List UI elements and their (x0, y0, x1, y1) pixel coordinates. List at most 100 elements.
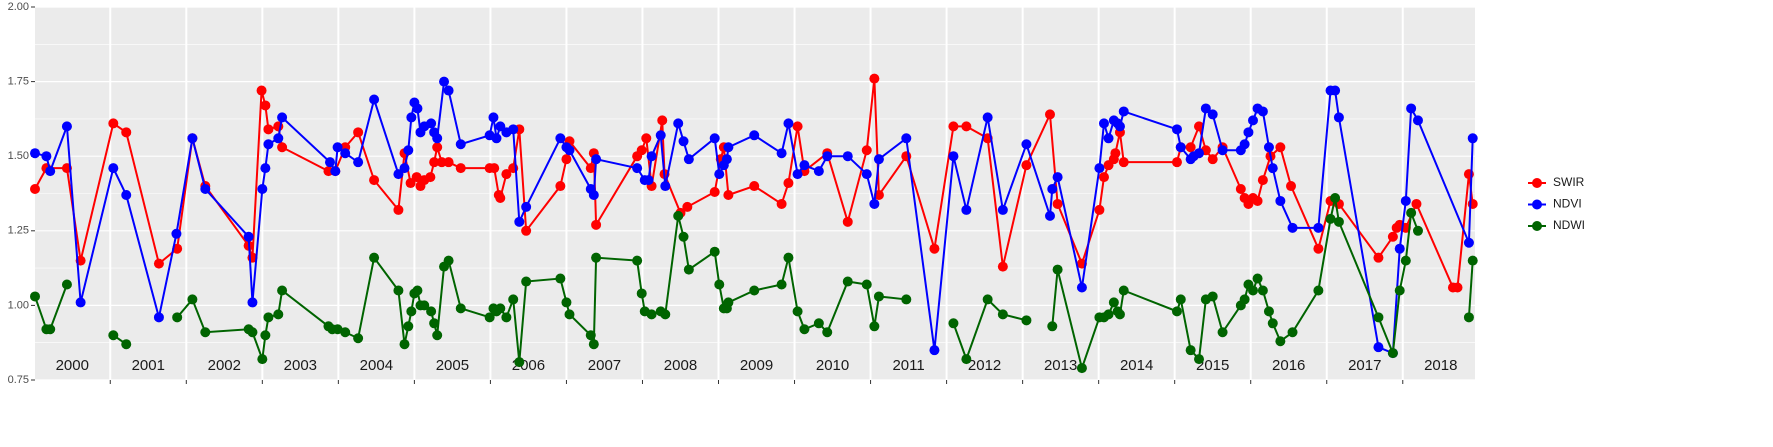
data-point (982, 112, 993, 123)
data-point (369, 175, 380, 186)
data-point (776, 279, 787, 290)
y-tick-label: 0.75 (8, 374, 29, 386)
data-point (588, 339, 599, 350)
data-point (657, 115, 668, 126)
data-point (1171, 157, 1182, 168)
data-point (1110, 148, 1121, 159)
data-point (1257, 175, 1268, 186)
data-point (997, 204, 1008, 215)
data-point (419, 300, 430, 311)
data-point (683, 154, 694, 165)
data-point (1094, 163, 1105, 174)
data-point (636, 145, 647, 156)
data-point (41, 151, 52, 162)
data-point (1114, 309, 1125, 320)
data-point (1247, 285, 1258, 296)
data-point (353, 127, 364, 138)
data-point (1257, 285, 1268, 296)
data-point (121, 189, 132, 200)
year-label: 2010 (816, 357, 849, 374)
data-point (673, 118, 684, 129)
data-point (30, 291, 40, 302)
data-point (1114, 121, 1125, 132)
data-point (61, 279, 72, 290)
data-point (1387, 231, 1398, 242)
data-point (256, 85, 267, 96)
data-point (432, 142, 443, 153)
data-point (353, 333, 364, 344)
data-point (1330, 192, 1341, 203)
data-point (411, 172, 422, 183)
legend-marker (1532, 221, 1542, 231)
data-point (426, 306, 437, 317)
data-point (561, 297, 572, 308)
data-point (1412, 115, 1423, 126)
data-point (501, 169, 512, 180)
data-point (1394, 243, 1405, 254)
y-tick-label: 1.25 (8, 225, 29, 237)
data-point (673, 210, 684, 221)
data-point (273, 309, 284, 320)
year-label: 2017 (1348, 357, 1381, 374)
data-point (1217, 145, 1228, 156)
data-point (749, 285, 760, 296)
data-point (153, 258, 164, 269)
data-point (822, 151, 833, 162)
data-point (1275, 142, 1286, 153)
data-point (340, 148, 351, 159)
data-point (588, 189, 599, 200)
data-point (508, 294, 519, 305)
data-point (30, 148, 40, 159)
data-point (489, 163, 500, 174)
data-point (1267, 163, 1278, 174)
data-point (508, 124, 519, 135)
data-point (961, 354, 972, 365)
year-label: 2007 (588, 357, 621, 374)
data-point (406, 112, 417, 123)
data-point (324, 157, 335, 168)
data-point (263, 312, 274, 323)
data-point (1098, 118, 1109, 129)
data-point (243, 231, 254, 242)
data-point (1275, 195, 1286, 206)
data-point (1200, 103, 1211, 114)
data-point (1207, 109, 1218, 120)
data-point (495, 192, 506, 203)
data-point (1463, 312, 1474, 323)
data-point (1239, 139, 1250, 150)
data-point (1021, 160, 1032, 171)
year-label: 2000 (56, 357, 89, 374)
data-point (455, 139, 466, 150)
data-point (432, 133, 443, 144)
data-point (1287, 327, 1298, 338)
data-point (1325, 213, 1336, 224)
data-point (1094, 204, 1105, 215)
data-point (277, 285, 288, 296)
year-label: 2015 (1196, 357, 1229, 374)
y-tick-label: 1.75 (8, 76, 29, 88)
data-point (1076, 282, 1087, 293)
data-point (1452, 282, 1463, 293)
year-label: 2013 (1044, 357, 1077, 374)
data-point (1257, 106, 1268, 117)
data-point (1103, 133, 1114, 144)
data-point (783, 252, 794, 263)
legend-label: NDVI (1553, 197, 1582, 211)
data-point (660, 181, 671, 192)
data-point (429, 318, 440, 329)
data-point (247, 297, 258, 308)
data-point (813, 166, 824, 177)
data-point (929, 243, 940, 254)
data-point (171, 228, 182, 239)
data-point (869, 73, 880, 84)
data-point (561, 154, 572, 165)
data-point (873, 291, 884, 302)
data-point (1387, 348, 1398, 359)
y-tick-label: 1.00 (8, 299, 29, 311)
data-point (1171, 306, 1182, 317)
data-point (723, 189, 734, 200)
data-point (369, 94, 380, 105)
data-point (1171, 124, 1182, 135)
data-point (749, 181, 760, 192)
